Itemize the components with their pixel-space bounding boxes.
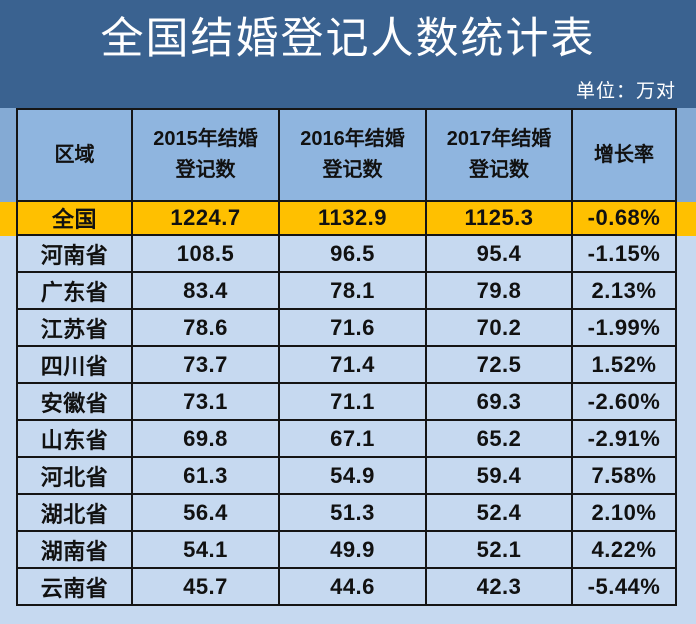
value-2016-cell: 67.1 [278, 421, 425, 456]
table-row: 江苏省 78.6 71.6 70.2 -1.99% [0, 310, 696, 347]
table-row: 湖南省 54.1 49.9 52.1 4.22% [0, 532, 696, 569]
growth-cell: 1.52% [571, 347, 675, 382]
value-2016-cell: 54.9 [278, 458, 425, 493]
table-row: 云南省 45.7 44.6 42.3 -5.44% [0, 569, 696, 606]
growth-cell: -2.91% [571, 421, 675, 456]
value-2016-cell: 49.9 [278, 532, 425, 567]
value-2015-cell: 69.8 [131, 421, 278, 456]
region-cell: 广东省 [16, 273, 131, 308]
region-cell: 江苏省 [16, 310, 131, 345]
growth-cell: -0.68% [571, 202, 675, 234]
unit-label: 单位：万对 [575, 81, 676, 102]
region-cell: 四川省 [16, 347, 131, 382]
value-2016-cell: 71.4 [278, 347, 425, 382]
value-2017-cell: 70.2 [425, 310, 571, 345]
region-cell: 河北省 [16, 458, 131, 493]
value-2016-cell: 71.6 [278, 310, 425, 345]
value-2017-cell: 59.4 [425, 458, 571, 493]
region-cell: 山东省 [16, 421, 131, 456]
table-row: 河南省 108.5 96.5 95.4 -1.15% [0, 236, 696, 273]
value-2016-cell: 51.3 [278, 495, 425, 530]
growth-cell: -2.60% [571, 384, 675, 419]
value-2017-cell: 79.8 [425, 273, 571, 308]
value-2016-cell: 44.6 [278, 569, 425, 604]
value-2015-cell: 56.4 [131, 495, 278, 530]
table-row: 湖北省 56.4 51.3 52.4 2.10% [0, 495, 696, 532]
column-header-2015: 2015年结婚 登记数 [131, 110, 278, 200]
value-2015-cell: 83.4 [131, 273, 278, 308]
growth-cell: -1.99% [571, 310, 675, 345]
region-cell: 湖北省 [16, 495, 131, 530]
value-2015-cell: 73.7 [131, 347, 278, 382]
table-row: 山东省 69.8 67.1 65.2 -2.91% [0, 421, 696, 458]
value-2015-cell: 45.7 [131, 569, 278, 604]
value-2016-cell: 78.1 [278, 273, 425, 308]
value-2015-cell: 108.5 [131, 236, 278, 271]
region-cell: 安徽省 [16, 384, 131, 419]
table-row: 四川省 73.7 71.4 72.5 1.52% [0, 347, 696, 384]
column-header-growth: 增长率 [571, 110, 675, 200]
value-2015-cell: 78.6 [131, 310, 278, 345]
value-2015-cell: 1224.7 [131, 202, 278, 234]
value-2017-cell: 52.4 [425, 495, 571, 530]
value-2017-cell: 95.4 [425, 236, 571, 271]
value-2017-cell: 72.5 [425, 347, 571, 382]
region-cell: 云南省 [16, 569, 131, 604]
value-2017-cell: 69.3 [425, 384, 571, 419]
table-row: 河北省 61.3 54.9 59.4 7.58% [0, 458, 696, 495]
value-2017-cell: 1125.3 [425, 202, 571, 234]
growth-cell: -5.44% [571, 569, 675, 604]
value-2016-cell: 1132.9 [278, 202, 425, 234]
value-2015-cell: 54.1 [131, 532, 278, 567]
region-cell: 湖南省 [16, 532, 131, 567]
growth-cell: -1.15% [571, 236, 675, 271]
region-cell: 全国 [16, 202, 131, 234]
table-row: 广东省 83.4 78.1 79.8 2.13% [0, 273, 696, 310]
value-2017-cell: 65.2 [425, 421, 571, 456]
value-2017-cell: 52.1 [425, 532, 571, 567]
growth-cell: 2.10% [571, 495, 675, 530]
growth-cell: 4.22% [571, 532, 675, 567]
growth-cell: 7.58% [571, 458, 675, 493]
value-2016-cell: 71.1 [278, 384, 425, 419]
column-header-region: 区域 [16, 110, 131, 200]
value-2015-cell: 61.3 [131, 458, 278, 493]
region-cell: 河南省 [16, 236, 131, 271]
value-2017-cell: 42.3 [425, 569, 571, 604]
bottom-margin [0, 606, 696, 624]
value-2015-cell: 73.1 [131, 384, 278, 419]
title-band: 全国结婚登记人数统计表 单位：万对 [0, 0, 696, 108]
growth-cell: 2.13% [571, 273, 675, 308]
page-title: 全国结婚登记人数统计表 [100, 15, 596, 63]
table-row-national: 全国 1224.7 1132.9 1125.3 -0.68% [0, 202, 696, 236]
table-header-row: 区域 2015年结婚 登记数 2016年结婚 登记数 2017年结婚 登记数 增… [0, 108, 696, 202]
column-header-2016: 2016年结婚 登记数 [278, 110, 425, 200]
column-header-2017: 2017年结婚 登记数 [425, 110, 571, 200]
table-row: 安徽省 73.1 71.1 69.3 -2.60% [0, 384, 696, 421]
value-2016-cell: 96.5 [278, 236, 425, 271]
